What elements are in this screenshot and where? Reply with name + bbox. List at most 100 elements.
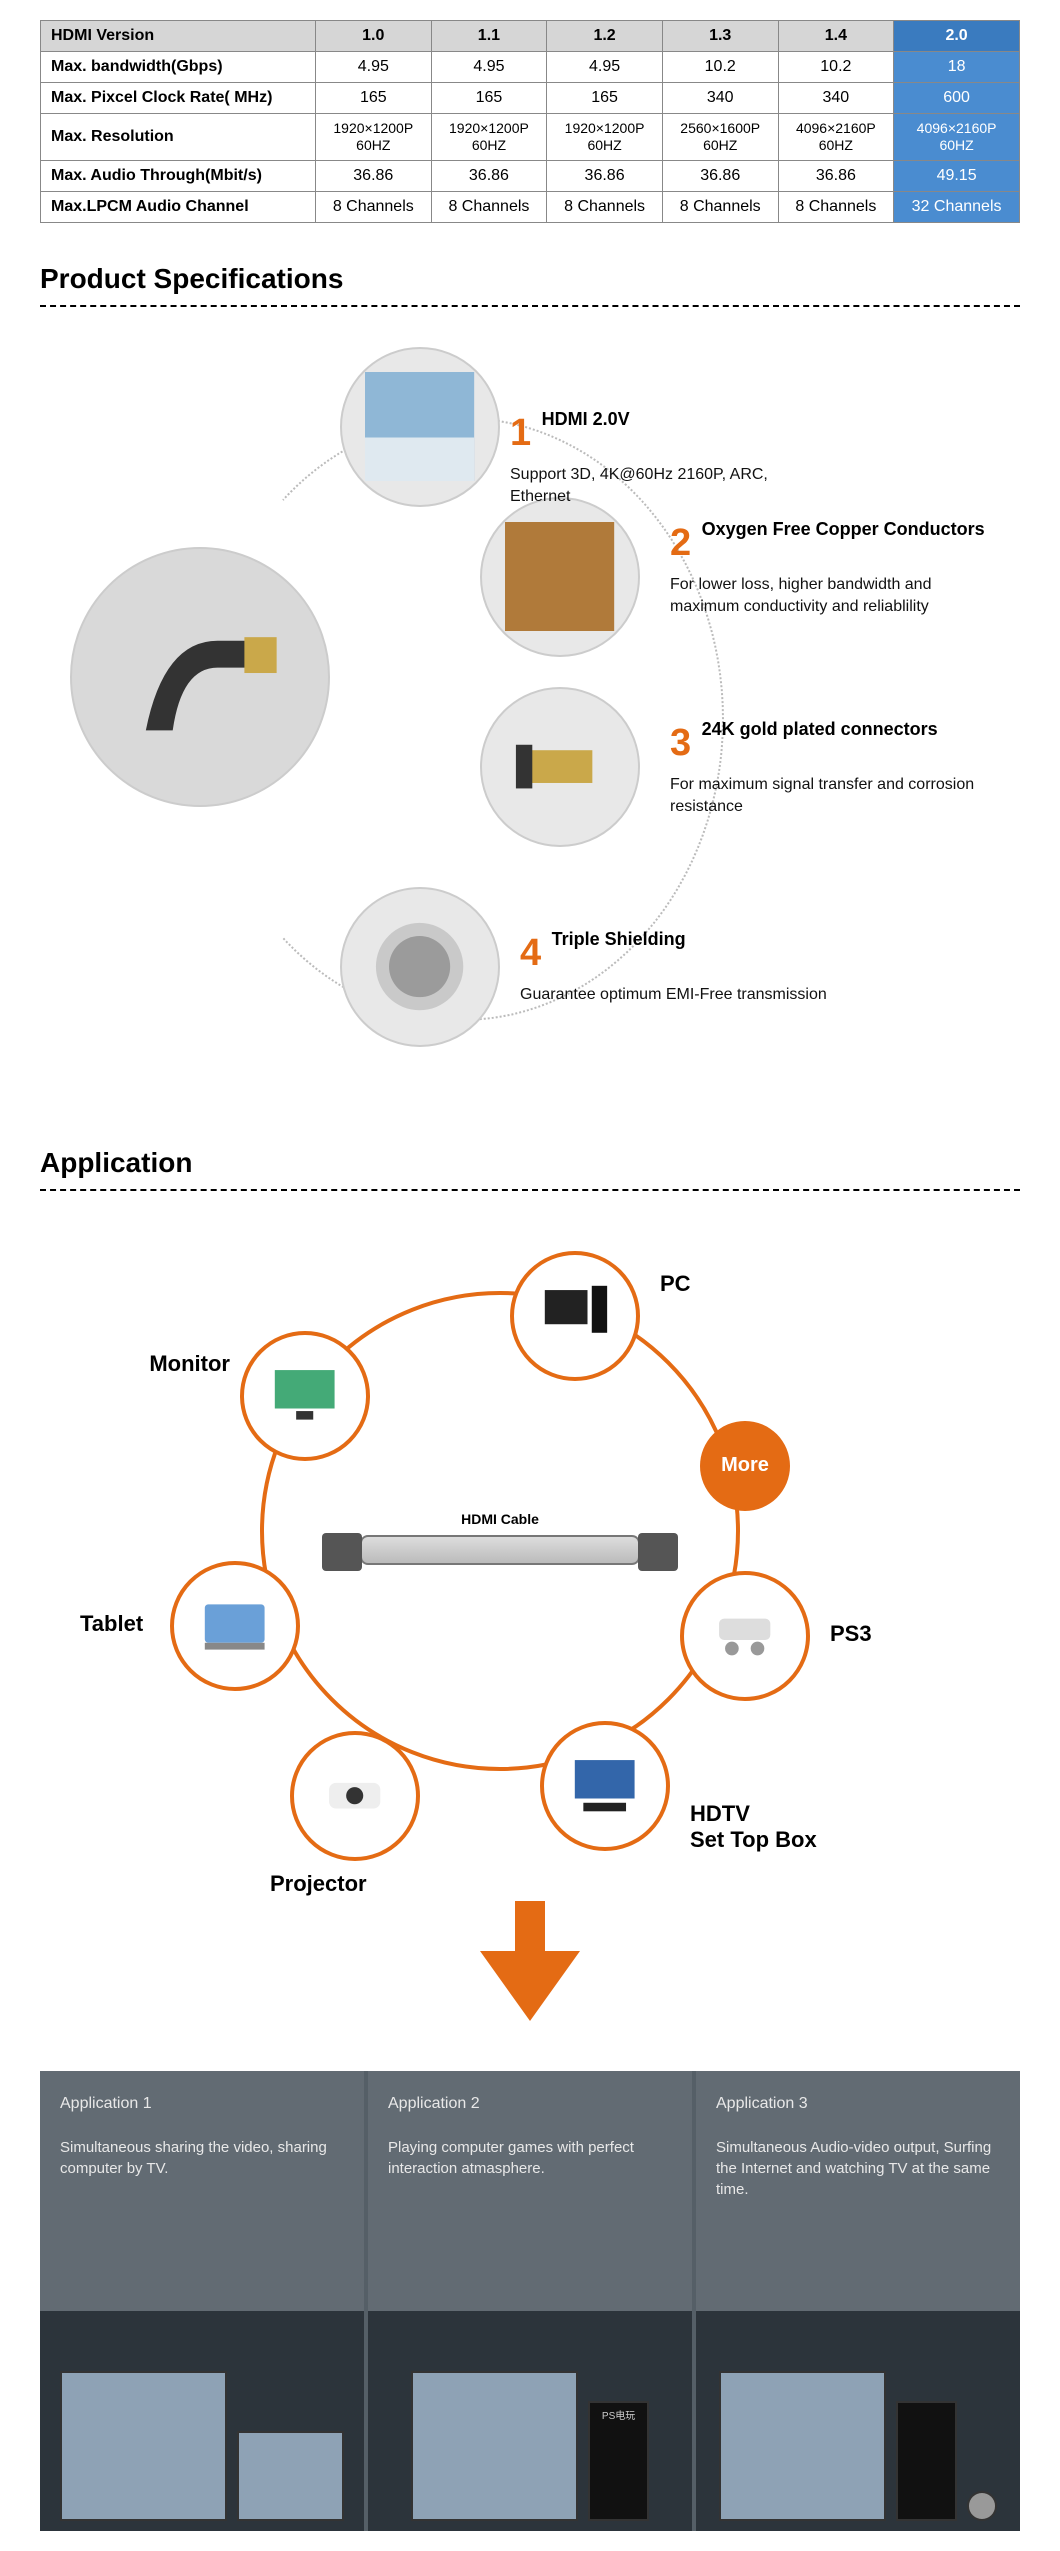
section-title-specs: Product Specifications xyxy=(40,263,1020,295)
table-cell: 600 xyxy=(894,83,1020,114)
center-hdmi-cable: HDMI Cable xyxy=(360,1511,640,1565)
table-row: Max. Audio Through(Mbit/s)36.8636.8636.8… xyxy=(41,160,1020,191)
feature-title: 24K gold plated connectors xyxy=(702,719,938,739)
table-cell: 340 xyxy=(778,83,894,114)
table-cell: 36.86 xyxy=(431,160,547,191)
table-cell: 4.95 xyxy=(431,52,547,83)
card-heading: Application 2 xyxy=(388,2095,672,2113)
table-cell: 1920×1200P60HZ xyxy=(315,114,431,161)
down-arrow-icon xyxy=(480,1951,580,2021)
app-node-tablet xyxy=(170,1561,300,1691)
app-node-projector xyxy=(290,1731,420,1861)
app-node-ps3 xyxy=(680,1571,810,1701)
col-header: HDMI Version xyxy=(41,21,316,52)
spec-feature-3: 3 24K gold plated connectors For maximum… xyxy=(670,717,990,819)
table-cell: 32 Channels xyxy=(894,191,1020,222)
mouse-icon xyxy=(967,2491,997,2521)
product-spec-infographic: 1 HDMI 2.0V Support 3D, 4K@60Hz 2160P, A… xyxy=(40,347,1020,1107)
spec-circle-1 xyxy=(340,347,500,507)
card-image-area xyxy=(696,2311,1020,2531)
table-cell: 49.15 xyxy=(894,160,1020,191)
spec-circle-4 xyxy=(340,887,500,1047)
ps3-icon xyxy=(702,1593,787,1678)
console-icon: PS电玩 xyxy=(588,2401,649,2521)
table-cell: 8 Channels xyxy=(315,191,431,222)
ps-label: PS电玩 xyxy=(590,2403,647,2422)
feature-number: 1 xyxy=(510,407,531,460)
col-header: 1.1 xyxy=(431,21,547,52)
table-cell: 10.2 xyxy=(778,52,894,83)
table-cell: 4.95 xyxy=(547,52,663,83)
table-cell: 4096×2160P60HZ xyxy=(778,114,894,161)
hdtv-icon xyxy=(562,1743,647,1828)
tv-icon xyxy=(60,2371,227,2521)
spec-feature-4: 4 Triple Shielding Guarantee optimum EMI… xyxy=(520,927,827,1007)
hdmi-cable-icon xyxy=(110,587,289,766)
label-monitor: Monitor xyxy=(140,1351,230,1377)
label-ps3: PS3 xyxy=(830,1621,872,1647)
feature-number: 3 xyxy=(670,717,691,770)
section-title-application: Application xyxy=(40,1147,1020,1179)
feature-title: HDMI 2.0V xyxy=(542,409,630,429)
card-heading: Application 3 xyxy=(716,2095,1000,2113)
table-header-row: HDMI Version 1.0 1.1 1.2 1.3 1.4 2.0 xyxy=(41,21,1020,52)
monitor-icon xyxy=(262,1353,347,1438)
card-image-area xyxy=(40,2311,364,2531)
table-cell: 10.2 xyxy=(662,52,778,83)
table-cell: 36.86 xyxy=(547,160,663,191)
table-cell: 36.86 xyxy=(315,160,431,191)
spec-circle-2 xyxy=(480,497,640,657)
section-divider xyxy=(40,1189,1020,1191)
card-desc: Playing computer games with perfect inte… xyxy=(388,2137,672,2179)
feature-desc: For lower loss, higher bandwidth and max… xyxy=(670,574,990,619)
label-projector: Projector xyxy=(270,1871,367,1897)
table-cell: 1920×1200P60HZ xyxy=(431,114,547,161)
app-card-3: Application 3 Simultaneous Audio-video o… xyxy=(696,2071,1020,2531)
table-cell: 165 xyxy=(431,83,547,114)
table-cell: 165 xyxy=(547,83,663,114)
table-cell: 165 xyxy=(315,83,431,114)
app-card-2: Application 2 Playing computer games wit… xyxy=(368,2071,692,2531)
spec-circle-3 xyxy=(480,687,640,847)
row-label: Max.LPCM Audio Channel xyxy=(41,191,316,222)
label-hdtv-line2: Set Top Box xyxy=(690,1827,817,1852)
app-node-hdtv xyxy=(540,1721,670,1851)
hdmi-comparison-table: HDMI Version 1.0 1.1 1.2 1.3 1.4 2.0 Max… xyxy=(40,20,1020,223)
label-tablet: Tablet xyxy=(80,1611,143,1637)
label-hdtv-line1: HDTV xyxy=(690,1801,750,1826)
card-desc: Simultaneous sharing the video, sharing … xyxy=(60,2137,344,2179)
card-image-area: PS电玩 xyxy=(368,2311,692,2531)
table-cell: 340 xyxy=(662,83,778,114)
card-desc: Simultaneous Audio-video output, Surfing… xyxy=(716,2137,1000,2200)
table-cell: 8 Channels xyxy=(778,191,894,222)
copper-icon xyxy=(505,522,614,631)
row-label: Max. Pixcel Clock Rate( MHz) xyxy=(41,83,316,114)
table-cell: 4.95 xyxy=(315,52,431,83)
tv-icon xyxy=(411,2371,578,2521)
app-card-1: Application 1 Simultaneous sharing the v… xyxy=(40,2071,364,2531)
laptop-icon xyxy=(237,2431,343,2521)
spec-feature-2: 2 Oxygen Free Copper Conductors For lowe… xyxy=(670,517,990,619)
col-header: 1.0 xyxy=(315,21,431,52)
feature-title: Triple Shielding xyxy=(552,929,686,949)
cable-graphic xyxy=(360,1535,640,1565)
projector-icon xyxy=(312,1753,397,1838)
table-row: Max. bandwidth(Gbps)4.954.954.9510.210.2… xyxy=(41,52,1020,83)
app-node-pc xyxy=(510,1251,640,1381)
row-label: Max. bandwidth(Gbps) xyxy=(41,52,316,83)
col-header: 1.3 xyxy=(662,21,778,52)
pc-tower-icon xyxy=(896,2401,957,2521)
gold-connector-icon xyxy=(505,712,614,821)
card-heading: Application 1 xyxy=(60,2095,344,2113)
hdmi-cable-label: HDMI Cable xyxy=(461,1511,539,1527)
col-header: 1.2 xyxy=(547,21,663,52)
cable-main-image xyxy=(70,547,330,807)
table-cell: 4096×2160P60HZ xyxy=(894,114,1020,161)
app-node-more: More xyxy=(700,1421,790,1511)
feature-title: Oxygen Free Copper Conductors xyxy=(702,519,985,539)
table-cell: 8 Channels xyxy=(662,191,778,222)
table-cell: 1920×1200P60HZ xyxy=(547,114,663,161)
feature-desc: Support 3D, 4K@60Hz 2160P, ARC, Ethernet xyxy=(510,464,830,509)
tablet-icon xyxy=(192,1583,277,1668)
pc-icon xyxy=(532,1273,617,1358)
